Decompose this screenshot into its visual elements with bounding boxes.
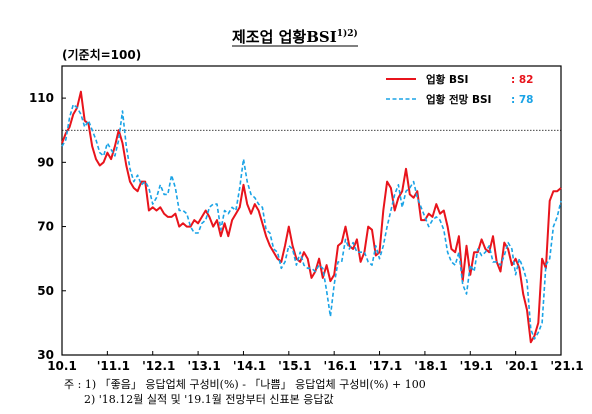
footnote-1: 주 : 1) 「좋음」 응답업체 구성비(%) - 「나쁨」 응답업체 구성비(… <box>64 378 426 391</box>
x-tick-label: '12.1 <box>142 359 175 373</box>
y-axis-ticks: 30 50 70 90 110 <box>29 91 66 362</box>
legend-value-outlook-bsi: : 78 <box>511 94 533 106</box>
y-tick-label: 110 <box>29 91 54 105</box>
x-tick-label: '14.1 <box>233 359 266 373</box>
x-tick-label: '13.1 <box>187 359 220 373</box>
chart-title: 제조업 업황BSI1)2) <box>232 28 358 46</box>
x-tick-label: 10.1 <box>47 359 77 373</box>
y-tick-label: 30 <box>37 348 54 362</box>
y-axis-label: (기준치=100) <box>62 47 141 62</box>
footnote-2: 2) '18.12월 실적 및 '19.1월 전망부터 신표본 응답값 <box>84 393 334 406</box>
legend-label-outlook-bsi: 업황 전망 BSI <box>426 93 491 106</box>
x-tick-label: '20.1 <box>505 359 538 373</box>
series-line-outlook-bsi <box>61 103 562 340</box>
x-tick-label: '16.1 <box>324 359 357 373</box>
chart-title-main: 제조업 업황BSI <box>232 28 337 46</box>
y-tick-label: 50 <box>37 284 54 298</box>
x-tick-label: '18.1 <box>414 359 447 373</box>
chart-title-superscript: 1)2) <box>337 28 358 39</box>
x-tick-label: '17.1 <box>369 359 402 373</box>
x-tick-label: '19.1 <box>460 359 493 373</box>
legend: 업황 BSI : 82 업황 전망 BSI : 78 <box>386 73 533 106</box>
series-line-bsi <box>61 90 562 344</box>
y-tick-label: 90 <box>37 155 54 169</box>
legend-value-bsi: : 82 <box>511 74 533 86</box>
x-tick-label: '15.1 <box>278 359 311 373</box>
x-tick-label: '11.1 <box>97 359 130 373</box>
y-tick-label: 70 <box>37 220 54 234</box>
x-tick-label: '21.1 <box>550 359 583 373</box>
x-axis-ticks: 10.1 '11.1 '12.1 '13.1 '14.1 '15.1 '16.1 '17.1 '… <box>47 351 584 373</box>
plot-frame <box>61 65 562 356</box>
legend-label-bsi: 업황 BSI <box>426 73 468 86</box>
